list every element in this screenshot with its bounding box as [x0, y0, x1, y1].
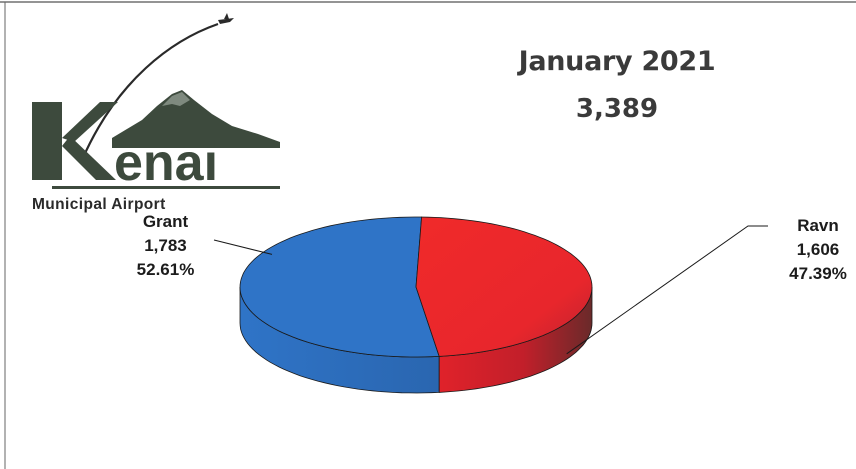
- plane-icon: [218, 13, 234, 24]
- logo-wordmark: enai: [114, 134, 218, 192]
- slice-percent-grant: 52.61%: [136, 260, 195, 279]
- slice-name-grant: Grant: [142, 212, 189, 231]
- mountain-icon: [112, 90, 280, 148]
- slice-name-ravn: Ravn: [797, 216, 839, 235]
- chart-title: January 2021: [518, 46, 716, 77]
- pie-slice-ravn: [415, 216, 593, 357]
- slice-label-grant: Grant 1,783 52.61%: [118, 210, 213, 282]
- leader-line-ravn: [566, 225, 768, 355]
- logo-subtitle: Municipal Airport: [32, 196, 166, 213]
- kenai-logo: enai: [32, 13, 280, 192]
- chart-total: 3,389: [575, 94, 659, 124]
- slice-percent-ravn: 47.39%: [789, 264, 847, 283]
- slice-value-ravn: 1,606: [796, 240, 840, 259]
- flight-path-icon: [80, 22, 219, 161]
- pie-slice-grant: [239, 216, 440, 358]
- logo-k-stem: [32, 102, 62, 180]
- leader-line-grant: [213, 239, 273, 255]
- slice-value-grant: 1,783: [144, 236, 187, 255]
- slice-label-ravn: Ravn 1,606 47.39%: [768, 214, 856, 286]
